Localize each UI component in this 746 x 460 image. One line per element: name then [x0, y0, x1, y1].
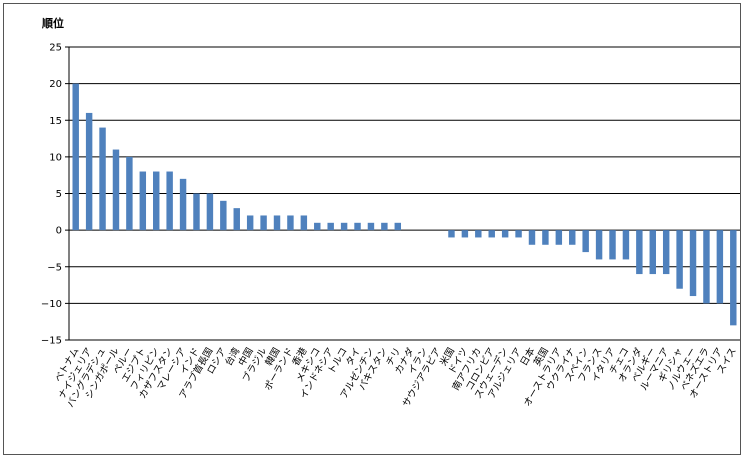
bar [636, 230, 643, 275]
bar [381, 222, 388, 231]
bar [582, 230, 589, 253]
bar [649, 230, 656, 275]
bar [662, 230, 670, 275]
y-axis-ticks: 25 20 15 10 5 0 −5 −10 −15 [41, 43, 69, 347]
x-axis-categories: ベトナムナイジェリアバングラデシュシンガポールペルーエジプトフィリピンカザフスタ… [53, 345, 739, 409]
y-tick-label: 0 [56, 226, 62, 237]
bar [126, 156, 133, 231]
bar [501, 230, 509, 238]
bar [139, 171, 147, 231]
bar [354, 222, 361, 231]
y-tick-label: −15 [41, 336, 62, 347]
bar [515, 230, 522, 238]
y-tick-label: −5 [47, 262, 62, 273]
bar [689, 230, 697, 297]
y-tick-label: 15 [49, 116, 62, 127]
bar [730, 230, 737, 326]
bar [461, 230, 469, 238]
bar [340, 222, 348, 231]
y-tick-label: 10 [49, 152, 62, 163]
bar [233, 208, 240, 231]
bar [394, 222, 402, 231]
bar [448, 230, 455, 238]
bar [206, 193, 214, 231]
bar [72, 83, 79, 231]
y-tick-label: 20 [49, 79, 62, 90]
bar [273, 215, 281, 231]
bar [112, 149, 120, 231]
y-tick-label: 5 [56, 189, 62, 200]
bar [153, 171, 160, 231]
y-tick-label: 25 [49, 43, 62, 54]
bars [72, 83, 737, 326]
y-axis-title: 順位 [42, 16, 64, 30]
bar [314, 222, 321, 231]
bar [85, 112, 93, 231]
y-tick-label: −10 [41, 299, 62, 310]
bar [528, 230, 536, 245]
bar [488, 230, 495, 238]
bar [99, 127, 106, 231]
bar [166, 171, 173, 231]
bar [179, 178, 187, 231]
bar [542, 230, 549, 245]
bar [555, 230, 563, 245]
bar-chart: 順位 25 20 15 10 5 0 −5 −10 −15 ベトナムナイジェリアバングラデシュシ… [41, 16, 740, 410]
bar [220, 200, 227, 231]
bar [595, 230, 603, 260]
bar [300, 215, 308, 231]
bar [716, 230, 724, 304]
bar [569, 230, 576, 245]
bar [622, 230, 630, 260]
bar [676, 230, 683, 289]
bar [609, 230, 616, 260]
bar [193, 193, 200, 231]
bar [260, 215, 267, 231]
bar [327, 222, 334, 231]
bar [703, 230, 710, 304]
bar [246, 215, 254, 231]
bar [287, 215, 294, 231]
chart-frame: 順位 25 20 15 10 5 0 −5 −10 −15 ベトナム ナイジェリア バングラデシュシ… [3, 3, 741, 455]
bar [475, 230, 482, 238]
bar [367, 222, 375, 231]
